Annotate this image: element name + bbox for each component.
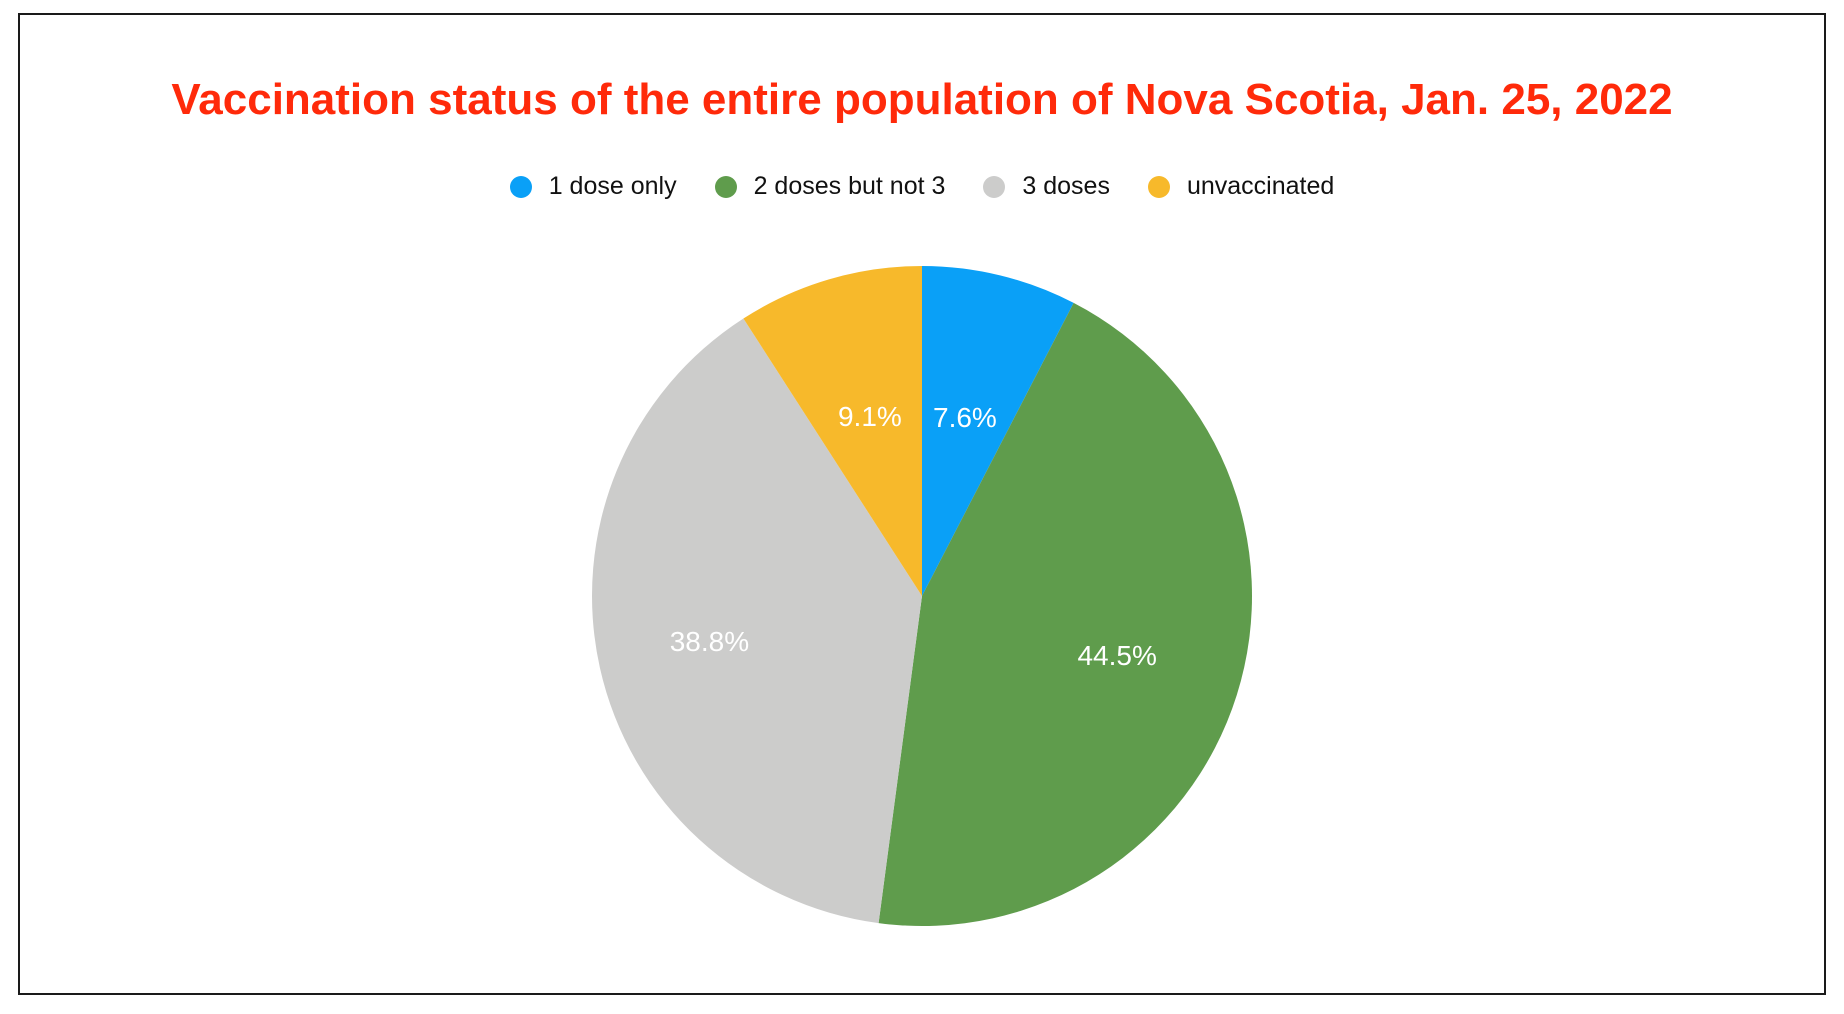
legend-swatch [983, 175, 1006, 198]
pie-slice-unvaccinated [743, 266, 922, 596]
slice-label-1-dose-only: 7.6% [933, 402, 997, 433]
pie-slice-2-doses-but-not-3 [878, 302, 1253, 927]
pie-slice-1-dose-only [922, 266, 1074, 596]
slice-label-2-doses-but-not-3: 44.5% [1077, 640, 1156, 671]
legend-swatch [1147, 175, 1170, 198]
legend-item-1-dose-only: 1 dose only [509, 172, 677, 201]
legend-swatch [714, 175, 737, 198]
legend-label: 1 dose only [548, 172, 677, 200]
legend-label: 3 doses [1022, 172, 1110, 200]
legend-item-2-doses: 2 doses but not 3 [714, 172, 946, 201]
legend-label: unvaccinated [1186, 172, 1335, 200]
chart-title: Vaccination status of the entire populat… [171, 75, 1673, 124]
legend-item-unvaccinated: unvaccinated [1147, 172, 1335, 201]
legend-item-3-doses: 3 doses [983, 172, 1110, 201]
chart-legend: 1 dose only 2 doses but not 3 3 doses un… [0, 172, 1844, 201]
legend-swatch [509, 175, 532, 198]
pie-slice-3-doses [592, 318, 922, 924]
legend-label: 2 doses but not 3 [753, 172, 946, 200]
slice-label-3-doses: 38.8% [670, 626, 749, 657]
slice-label-unvaccinated: 9.1% [838, 401, 902, 432]
